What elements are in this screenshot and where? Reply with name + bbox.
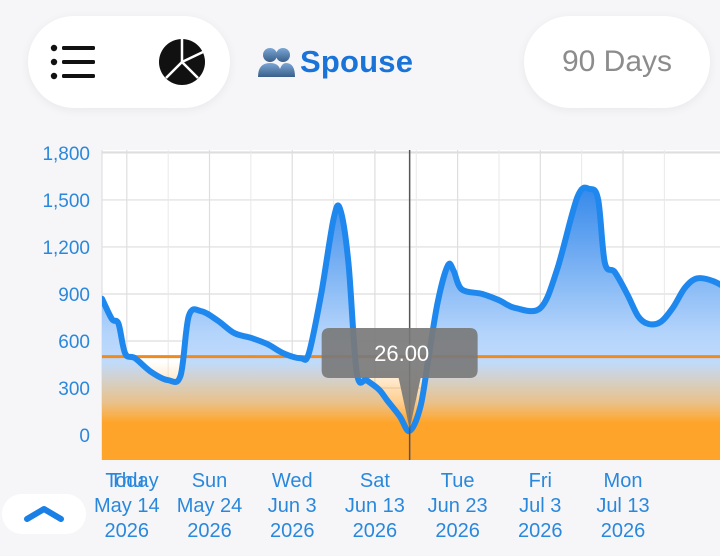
series-line: [102, 184, 720, 434]
x-tick-label: 2026: [518, 520, 563, 542]
y-tick-label: 900: [58, 285, 90, 306]
x-tick-label: 2026: [105, 520, 150, 542]
x-tick-label: 2026: [187, 520, 232, 542]
pie-chart-icon[interactable]: [158, 38, 206, 86]
people-icon: [258, 48, 295, 77]
chevron-up-icon: [24, 506, 64, 522]
y-tick-label: 0: [79, 426, 90, 447]
y-tick-label: 1,200: [42, 238, 90, 259]
x-tick-label: Fri: [529, 470, 552, 492]
x-tick-label: Jun 23: [428, 495, 488, 517]
toolbar-left-pill: [28, 16, 230, 108]
menu-icon[interactable]: [50, 44, 96, 80]
cursor-value-label: 26.00: [374, 341, 429, 366]
x-tick-label: Mon: [604, 470, 643, 492]
x-tick-label: 2026: [601, 520, 646, 542]
chart[interactable]: 26.00 0 300 600 900 1,200 1,500 1,800 TodayThu…: [0, 130, 720, 556]
range-selector[interactable]: 90 Days: [524, 16, 710, 108]
x-tick-label: May 14: [94, 495, 160, 517]
profile-selector[interactable]: Spouse: [256, 40, 413, 84]
x-tick-label: Jun 13: [345, 495, 405, 517]
x-tick-label: 2026: [435, 520, 480, 542]
x-tick-label: 2026: [270, 520, 315, 542]
x-tick-label: Tue: [441, 470, 475, 492]
y-tick-label: 300: [58, 379, 90, 400]
x-tick-label: Jun 3: [268, 495, 317, 517]
range-label: 90 Days: [561, 45, 673, 78]
x-tick-label: May 24: [177, 495, 243, 517]
collapse-button[interactable]: [2, 494, 86, 534]
y-axis: 0 300 600 900 1,200 1,500 1,800: [42, 144, 90, 447]
x-tick-label: Wed: [272, 470, 313, 492]
x-tick-label: Sun: [192, 470, 228, 492]
x-tick-label: Thu: [110, 470, 144, 492]
profile-label: Spouse: [300, 44, 414, 79]
y-tick-label: 1,800: [42, 144, 90, 165]
cursor-tooltip: 26.00: [321, 328, 478, 429]
x-tick-label: Jul 3: [519, 495, 561, 517]
x-tick-label: 2026: [353, 520, 398, 542]
x-tick-label: Jul 13: [596, 495, 649, 517]
y-tick-label: 1,500: [42, 191, 90, 212]
x-tick-label: Sat: [360, 470, 390, 492]
x-tick-label: Today: [105, 470, 158, 492]
y-tick-label: 600: [58, 332, 90, 353]
